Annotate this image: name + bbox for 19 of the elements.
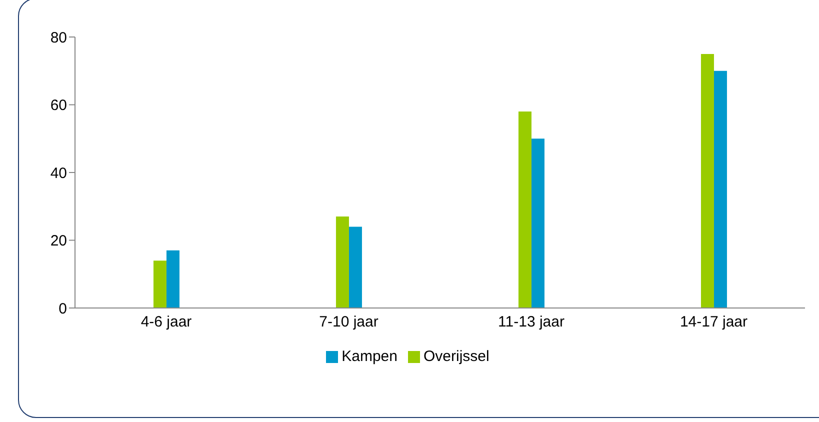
bar [700,54,714,308]
bar [166,250,180,308]
y-tick-label: 80 [50,29,67,46]
x-tick-label: 14-17 jaar [680,314,748,331]
y-tick-label: 20 [50,232,67,250]
bar [531,138,544,308]
legend-label: Kampen [342,348,398,365]
x-tick-label: 7-10 jaar [319,314,378,331]
bar [348,226,362,308]
y-tick-label: 40 [50,164,67,182]
bar [153,260,166,308]
bar [714,70,727,308]
x-tick-label: 4-6 jaar [140,314,192,331]
bar [518,112,532,308]
x-tick-label: 11-13 jaar [498,314,564,331]
y-tick-label: 0 [58,300,67,318]
bar [336,216,349,308]
legend-label: Overijssel [424,348,490,365]
y-tick-label: 60 [50,97,67,114]
